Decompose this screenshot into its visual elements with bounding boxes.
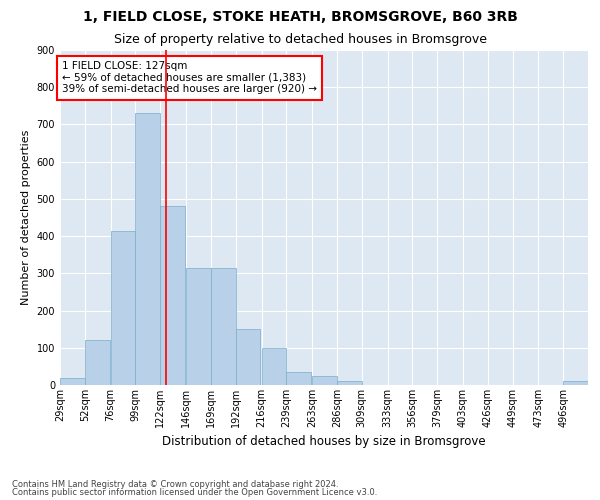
Bar [136,114,160,385]
Bar [286,372,311,385]
Bar [211,268,236,385]
Bar [337,382,362,385]
Bar [262,348,286,385]
Text: 1, FIELD CLOSE, STOKE HEATH, BROMSGROVE, B60 3RB: 1, FIELD CLOSE, STOKE HEATH, BROMSGROVE,… [83,10,517,24]
X-axis label: Distribution of detached houses by size in Bromsgrove: Distribution of detached houses by size … [162,436,486,448]
Text: Size of property relative to detached houses in Bromsgrove: Size of property relative to detached ho… [113,32,487,46]
Bar [312,376,337,385]
Bar [186,268,211,385]
Bar [236,329,260,385]
Bar [563,382,588,385]
Text: Contains public sector information licensed under the Open Government Licence v3: Contains public sector information licen… [12,488,377,497]
Y-axis label: Number of detached properties: Number of detached properties [21,130,31,305]
Text: 1 FIELD CLOSE: 127sqm
← 59% of detached houses are smaller (1,383)
39% of semi-d: 1 FIELD CLOSE: 127sqm ← 59% of detached … [62,61,317,94]
Bar [110,230,136,385]
Text: Contains HM Land Registry data © Crown copyright and database right 2024.: Contains HM Land Registry data © Crown c… [12,480,338,489]
Bar [160,206,185,385]
Bar [85,340,110,385]
Bar [60,378,85,385]
